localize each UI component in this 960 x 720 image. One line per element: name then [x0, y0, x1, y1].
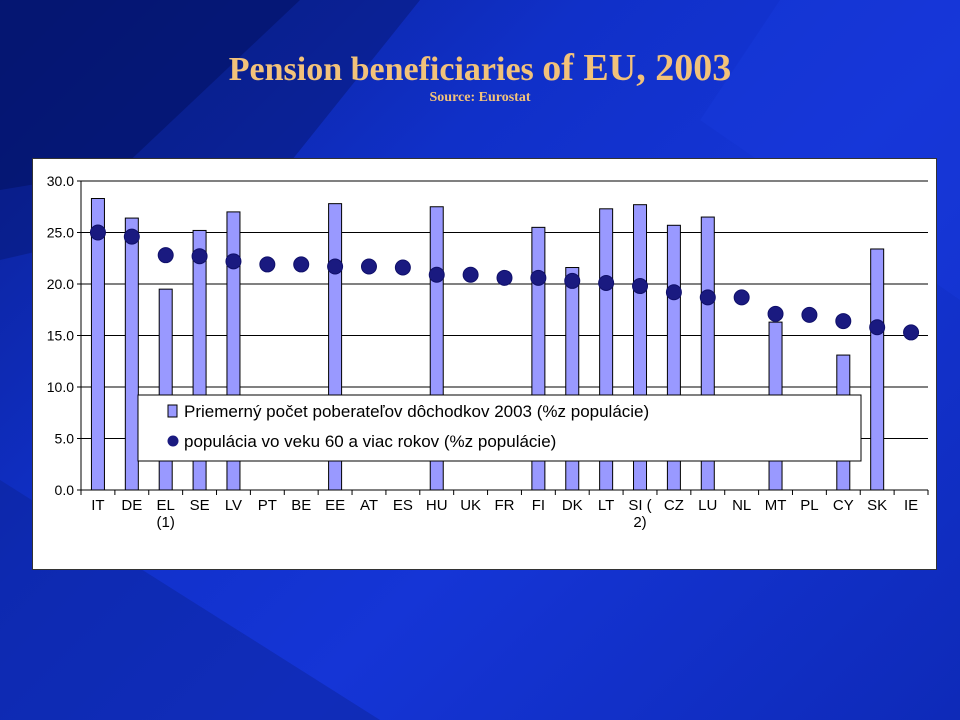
slide-title: Pension beneficiaries of EU, 2003 — [0, 48, 960, 90]
x-tick-label: LU — [698, 497, 717, 514]
series-point — [327, 258, 344, 275]
x-tick-label: EE — [325, 497, 345, 514]
series-point — [835, 313, 852, 330]
y-tick-label: 20.0 — [47, 276, 74, 292]
legend-label: Priemerný počet poberateľov dôchodkov 20… — [184, 402, 649, 421]
series-point — [191, 248, 208, 265]
x-tick-label: MT — [765, 497, 787, 514]
slide-title-part1: Pension beneficiaries — [228, 51, 543, 88]
series-point — [767, 305, 784, 322]
legend-box — [137, 394, 862, 462]
chart-svg: 0.0 5.0 10.0 15.0 20.0 25.0 30.0 IT DE EL(1) SE LV P… — [47, 173, 929, 531]
x-tick-label: PT — [258, 497, 277, 514]
series-point — [903, 324, 920, 341]
slide-header: Pension beneficiaries of EU, 2003 Source… — [0, 48, 960, 106]
y-tick-label: 30.0 — [47, 173, 74, 189]
legend-swatch-dot — [167, 435, 179, 447]
x-tick-label: UK — [460, 497, 481, 514]
bar — [124, 217, 139, 491]
series-point — [496, 269, 513, 286]
bar — [90, 198, 105, 491]
slide-title-part2: of EU, 2003 — [542, 47, 732, 89]
x-tick-label: DE — [121, 497, 142, 514]
x-tick-label: CY — [833, 497, 854, 514]
x-tick-label: LT — [598, 497, 614, 514]
x-tick-label: DK — [562, 497, 583, 514]
series-point — [530, 269, 547, 286]
series-point — [733, 289, 750, 306]
x-tick-label: IE — [904, 497, 918, 514]
series-point — [598, 274, 615, 291]
bar — [870, 248, 885, 491]
legend-swatch-bar — [167, 404, 178, 418]
series-point — [801, 306, 818, 323]
x-tick-note: 2) — [633, 514, 646, 531]
y-tick-label: 15.0 — [47, 328, 74, 344]
y-tick-label: 25.0 — [47, 225, 74, 241]
chart-panel: 0.0 5.0 10.0 15.0 20.0 25.0 30.0 IT DE EL (1) SE LV P… — [32, 158, 937, 570]
y-tick-label: 0.0 — [55, 482, 75, 498]
series-point — [564, 272, 581, 289]
legend-label: populácia vo veku 60 a viac rokov (%z po… — [184, 432, 556, 451]
x-tick-label: HU — [426, 497, 448, 514]
x-tick-label: SK — [867, 497, 887, 514]
x-tick-label: NL — [732, 497, 751, 514]
series-point — [123, 228, 140, 245]
x-tick-label: IT — [91, 497, 104, 514]
x-tick-label: SE — [190, 497, 210, 514]
x-tick-label: BE — [291, 497, 311, 514]
x-tick-note: (1) — [157, 514, 175, 531]
series-point — [428, 266, 445, 283]
x-tick-label: EL — [157, 497, 175, 514]
series-point — [157, 247, 174, 264]
series-point — [225, 253, 242, 270]
series-point — [394, 259, 411, 276]
slide-subtitle: Source: Eurostat — [429, 90, 531, 105]
x-tick-label: LV — [225, 497, 242, 514]
series-point — [293, 256, 310, 273]
x-tick-label: FI — [532, 497, 545, 514]
x-tick-label: AT — [360, 497, 378, 514]
series-point — [665, 284, 682, 301]
y-tick-label: 10.0 — [47, 379, 74, 395]
x-tick-label: SI ( — [628, 497, 651, 514]
series-point — [360, 258, 377, 275]
y-tick-label: 5.0 — [55, 431, 75, 447]
series-point — [89, 224, 106, 241]
series-point — [462, 266, 479, 283]
x-tick-label: FR — [495, 497, 515, 514]
x-tick-label: CZ — [664, 497, 684, 514]
series-point — [632, 278, 649, 295]
series-point — [699, 289, 716, 306]
series-point — [259, 256, 276, 273]
x-tick-label: PL — [800, 497, 818, 514]
series-point — [869, 319, 886, 336]
x-tick-label: ES — [393, 497, 413, 514]
